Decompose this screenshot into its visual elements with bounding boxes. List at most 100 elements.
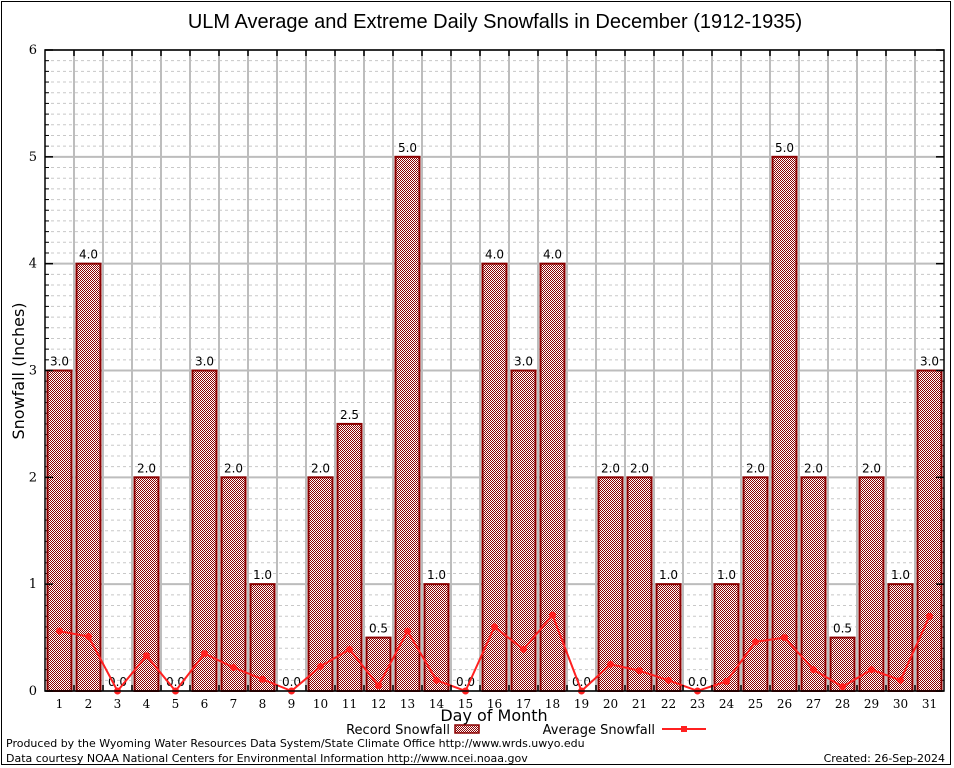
record-bar (249, 583, 276, 693)
bar-data-label: 2.0 (804, 461, 823, 475)
x-tick-label: 22 (661, 697, 676, 711)
bar-data-label: 1.0 (427, 568, 446, 582)
bar-data-label: 1.0 (891, 568, 910, 582)
bar-data-label: 1.0 (659, 568, 678, 582)
average-point (56, 627, 63, 635)
y-axis-label: Snowfall (Inches) (9, 302, 28, 439)
average-point (491, 623, 498, 631)
major-gridlines (45, 49, 944, 692)
x-tick-label: 1 (56, 697, 64, 711)
y-tick-label: 0 (29, 684, 37, 699)
x-tick-label: 20 (603, 697, 618, 711)
record-bar (626, 476, 653, 693)
record-bar (597, 476, 624, 693)
record-bar (539, 262, 566, 692)
average-point (810, 666, 817, 674)
axes (44, 49, 945, 692)
x-tick-label: 15 (458, 697, 473, 711)
x-tick-label: 4 (143, 697, 151, 711)
record-bar (307, 476, 334, 693)
x-tick-label: 29 (864, 697, 879, 711)
average-point (868, 666, 875, 674)
average-point (346, 645, 353, 653)
bar-data-label: 2.0 (137, 461, 156, 475)
record-bar (742, 476, 769, 693)
average-point (259, 675, 266, 683)
x-tick-label: 21 (632, 697, 647, 711)
footer-data-courtesy: Data courtesy NOAA National Centers for … (6, 752, 528, 765)
x-tick-label: 9 (288, 697, 296, 711)
x-tick-label: 28 (835, 697, 850, 711)
average-point (636, 667, 643, 675)
record-bar (191, 369, 218, 692)
x-tick-label: 10 (313, 697, 328, 711)
bar-data-label: 4.0 (543, 248, 562, 262)
legend-record-label: Record Snowfall (346, 723, 450, 738)
average-point (404, 627, 411, 635)
bar-data-label: 2.0 (862, 461, 881, 475)
x-tick-label: 12 (371, 697, 386, 711)
average-point (375, 682, 382, 690)
record-bar (829, 636, 856, 692)
x-tick-label: 31 (922, 697, 937, 711)
bar-data-label: 2.0 (224, 461, 243, 475)
x-tick-label: 23 (690, 697, 705, 711)
bar-data-labels: 3.0 4.0 0.0 2.0 0.0 3.0 2.0 1.0 0.0 2.0 2.5 0.5 5.0 1… (50, 141, 939, 689)
bar-data-label: 1.0 (717, 568, 736, 582)
bar-data-label: 2.0 (311, 461, 330, 475)
footer-created-date: Created: 26-Sep-2024 (824, 752, 945, 765)
y-tick-label: 5 (29, 150, 37, 165)
bar-data-label: 2.5 (340, 408, 359, 422)
bar-data-label: 0.0 (688, 675, 707, 689)
record-bar (75, 262, 102, 692)
bar-data-label: 2.0 (601, 461, 620, 475)
bar-data-label: 0.5 (833, 622, 852, 636)
record-bar (423, 583, 450, 693)
x-tick-label: 25 (748, 697, 763, 711)
average-point (520, 645, 527, 653)
average-point (665, 676, 672, 684)
bar-data-label: 2.0 (746, 461, 765, 475)
x-tick-label: 14 (429, 697, 445, 711)
x-tick-label: 6 (201, 697, 209, 711)
x-tick-label: 19 (574, 697, 589, 711)
x-tick-label: 3 (114, 697, 122, 711)
average-point (897, 676, 904, 684)
average-point (781, 634, 788, 642)
x-tick-label: 2 (85, 697, 93, 711)
average-point (549, 611, 556, 619)
y-tick-label: 1 (29, 577, 37, 592)
y-tick-label: 4 (29, 257, 37, 272)
y-tick-label: 6 (29, 43, 37, 58)
legend: Record Snowfall Average Snowfall (346, 723, 706, 738)
record-snowfall-bars (46, 155, 943, 693)
record-bar (394, 155, 421, 693)
x-tick-label: 26 (777, 697, 792, 711)
average-point (143, 652, 150, 660)
bar-data-label: 2.0 (630, 461, 649, 475)
record-bar (46, 369, 73, 692)
record-bar (887, 583, 914, 693)
x-tick-label: 24 (719, 697, 735, 711)
legend-record-swatch (454, 724, 480, 734)
average-point (607, 660, 614, 668)
record-bar (800, 476, 827, 693)
bar-data-label: 4.0 (79, 248, 98, 262)
bar-data-label: 0.0 (572, 675, 591, 689)
record-bar (713, 583, 740, 693)
record-bar (858, 476, 885, 693)
bar-data-label: 3.0 (920, 355, 939, 369)
record-bar (220, 476, 247, 693)
average-point (723, 677, 730, 685)
bar-data-label: 3.0 (514, 355, 533, 369)
footer-produced-by: Produced by the Wyoming Water Resources … (6, 737, 585, 750)
average-point (839, 683, 846, 691)
x-tick-label: 18 (545, 697, 560, 711)
y-tick-labels: 0 1 2 3 4 5 6 (29, 43, 37, 699)
average-point (201, 650, 208, 658)
record-bar (771, 155, 798, 693)
x-tick-labels: 1 2 3 4 5 6 7 8 9 10 11 12 13 14 15 16 17 18 19 20 21 22 23 24 2… (56, 697, 937, 711)
bar-data-label: 0.0 (282, 675, 301, 689)
